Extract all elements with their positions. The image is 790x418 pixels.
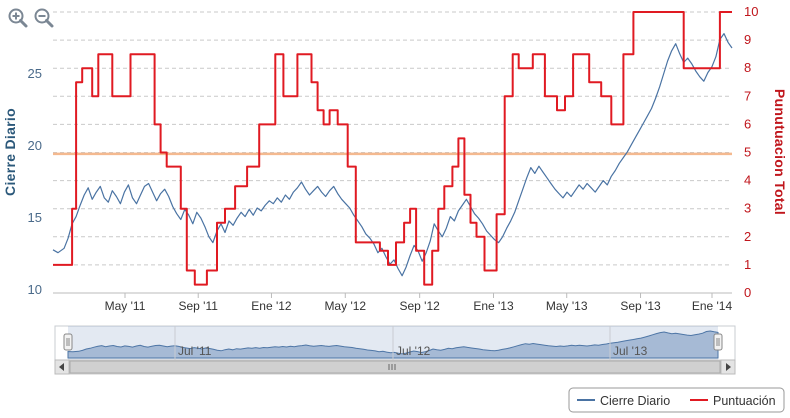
x-tick-label: Sep '13 [620,299,661,313]
series-line-cierre-diario [52,33,733,277]
right-tick-label: 8 [744,60,751,75]
navigator-labels: Jul '11 Jul '12 Jul '13 [174,326,648,360]
right-axis-title: Punutuacion Total [772,89,788,215]
zoom-in-icon[interactable] [8,8,24,24]
x-axis-ticks: May '11 Sep '11 Ene '12 May '12 Sep '12 Ene '… [105,293,733,313]
right-axis-ticks: 0 1 2 3 4 5 6 7 8 9 10 [744,4,758,300]
zoom-out-button[interactable] [34,8,54,28]
left-tick-label: 20 [28,138,42,153]
zoom-out-icon[interactable] [34,8,50,24]
right-tick-label: 2 [744,229,751,244]
scroll-left-arrow-icon [59,363,64,371]
right-tick-label: 7 [744,88,751,103]
series-line-puntuacion [53,11,732,286]
legend-label-cierre-diario: Cierre Diario [600,394,670,408]
right-tick-label: 3 [744,201,751,216]
navigator-label: Jul '13 [613,344,648,358]
gridlines [53,11,732,294]
x-tick-label: Ene '13 [473,299,514,313]
grip-icon [388,364,396,370]
left-tick-label: 15 [28,210,42,225]
right-tick-label: 4 [744,173,751,188]
navigator-handle-left[interactable] [63,333,73,351]
x-tick-label: May '13 [546,299,588,313]
scroll-right-arrow-icon [726,363,731,371]
x-tick-label: Sep '11 [179,299,219,313]
left-axis-title: Cierre Diario [2,108,18,196]
x-tick-label: May '11 [105,299,146,313]
x-tick-label: Ene '14 [692,299,733,313]
legend: Cierre Diario Puntuación [568,387,785,413]
right-tick-label: 9 [744,32,751,47]
right-tick-label: 5 [744,145,751,160]
left-tick-label: 25 [28,66,42,81]
right-tick-label: 10 [744,4,758,19]
navigator-handle-right[interactable] [713,333,723,351]
x-tick-label: Ene '12 [251,299,292,313]
navigator-area [67,330,719,359]
right-tick-label: 1 [744,257,751,272]
legend-item-cierre-diario[interactable]: Cierre Diario [577,394,670,408]
legend-label-puntuacion: Puntuación [713,394,776,408]
left-axis-ticks: 10 15 20 25 [28,66,42,297]
right-tick-label: 6 [744,116,751,131]
x-tick-label: Sep '12 [400,299,441,313]
legend-item-puntuacion[interactable]: Puntuación [690,394,776,408]
scrollbar[interactable] [54,359,736,375]
left-tick-label: 10 [28,282,42,297]
navigator-label: Jul '12 [396,344,431,358]
x-tick-label: May '12 [324,299,366,313]
series-layer [52,11,733,286]
navigator-label: Jul '11 [178,344,212,358]
right-tick-label: 0 [744,285,751,300]
navigator[interactable]: Jul '11 Jul '12 Jul '13 [54,325,736,363]
zoom-in-button[interactable] [8,8,28,28]
